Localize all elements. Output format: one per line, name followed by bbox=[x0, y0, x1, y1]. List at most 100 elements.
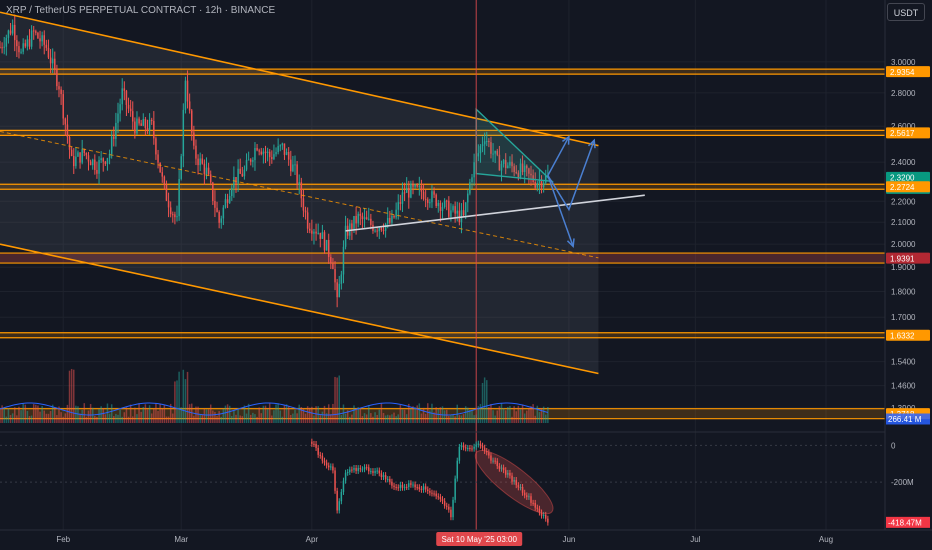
candle-body bbox=[479, 146, 482, 154]
candle-body bbox=[306, 212, 309, 229]
candle-body bbox=[79, 152, 81, 163]
candle-body bbox=[342, 246, 345, 275]
candle-body bbox=[96, 169, 98, 174]
volume-bar bbox=[125, 407, 128, 423]
volume-bar bbox=[410, 408, 412, 423]
volume-ma-label: 266.41 M bbox=[888, 415, 922, 424]
candle-body bbox=[397, 202, 399, 210]
volume-bar bbox=[89, 404, 92, 423]
volume-bar bbox=[294, 409, 296, 423]
candle-body bbox=[519, 163, 522, 178]
candle-body bbox=[528, 168, 530, 174]
volume-bar bbox=[216, 415, 218, 423]
candle-body bbox=[150, 119, 153, 122]
volume-bar bbox=[243, 405, 246, 423]
candle-body bbox=[91, 159, 94, 166]
volume-bar bbox=[334, 376, 336, 423]
candle-body bbox=[450, 210, 452, 217]
candle-body bbox=[420, 185, 423, 192]
candle-body bbox=[414, 184, 416, 187]
indicator-candle bbox=[433, 493, 435, 495]
candle-body bbox=[115, 122, 117, 139]
volume-bar bbox=[353, 405, 355, 423]
indicator-candle bbox=[532, 502, 534, 504]
candle-body bbox=[300, 182, 303, 199]
candle-body bbox=[538, 179, 541, 184]
volume-bar bbox=[290, 414, 292, 423]
volume-bar bbox=[412, 406, 414, 423]
volume-bar bbox=[262, 405, 265, 423]
volume-bar bbox=[464, 406, 467, 423]
candle-body bbox=[336, 282, 338, 298]
indicator-candle bbox=[315, 443, 317, 448]
indicator-candle bbox=[504, 470, 507, 475]
candle-body bbox=[83, 149, 86, 154]
indicator-candle bbox=[391, 481, 393, 486]
candle-body bbox=[355, 215, 357, 224]
indicator-candle bbox=[414, 484, 416, 488]
volume-bar bbox=[104, 414, 107, 423]
candle-body bbox=[441, 207, 444, 211]
candle-body bbox=[258, 150, 260, 152]
price-tick-label: 2.2000 bbox=[891, 197, 916, 206]
candle-body bbox=[469, 182, 471, 194]
price-tick-label: 2.8000 bbox=[891, 89, 916, 98]
volume-bar bbox=[201, 414, 204, 423]
candle-body bbox=[448, 200, 450, 217]
currency-button[interactable]: USDT bbox=[887, 3, 925, 21]
candle-body bbox=[319, 232, 322, 239]
candle-body bbox=[153, 121, 155, 139]
indicator-candle bbox=[412, 484, 414, 486]
indicator-candle bbox=[380, 473, 383, 477]
indicator-candle bbox=[488, 452, 490, 456]
indicator-candle bbox=[357, 468, 359, 471]
volume-bar bbox=[389, 415, 391, 423]
candle-body bbox=[39, 38, 41, 42]
volume-bar bbox=[545, 414, 547, 423]
volume-series bbox=[0, 368, 549, 423]
indicator-candle bbox=[334, 470, 336, 491]
indicator-candle bbox=[471, 448, 473, 450]
indicator-candle bbox=[515, 480, 517, 486]
indicator-candle bbox=[401, 484, 404, 488]
candle-body bbox=[504, 160, 507, 169]
indicator-candle bbox=[395, 486, 397, 488]
candle-body bbox=[35, 31, 37, 33]
volume-bar bbox=[239, 415, 241, 423]
volume-ma-badge bbox=[886, 413, 930, 425]
candle-body bbox=[9, 30, 12, 34]
volume-bar bbox=[268, 403, 271, 423]
candle-body bbox=[161, 172, 163, 177]
candle-body bbox=[146, 127, 149, 131]
indicator-candle bbox=[349, 469, 351, 473]
volume-bar bbox=[167, 416, 170, 423]
indicator-candle bbox=[460, 445, 463, 447]
candle-body bbox=[483, 141, 486, 145]
indicator-candle bbox=[479, 443, 482, 446]
projection-path bbox=[547, 139, 595, 212]
volume-bar bbox=[7, 408, 10, 423]
candle-body bbox=[370, 218, 372, 225]
volume-bar bbox=[536, 405, 539, 423]
volume-bar bbox=[271, 415, 273, 423]
candle-body bbox=[365, 217, 368, 220]
candle-body bbox=[123, 88, 126, 91]
volume-bar bbox=[397, 414, 399, 423]
candle-body bbox=[104, 161, 107, 164]
indicator-candle bbox=[403, 486, 406, 488]
indicator-candle bbox=[311, 441, 313, 444]
volume-bar bbox=[393, 412, 395, 423]
volume-bar bbox=[228, 405, 231, 423]
indicator-candle bbox=[542, 514, 545, 516]
volume-bar bbox=[136, 414, 138, 423]
volume-bar bbox=[146, 409, 149, 423]
volume-bar bbox=[66, 404, 69, 423]
volume-bar bbox=[108, 413, 111, 423]
volume-bar bbox=[24, 404, 27, 423]
volume-bar bbox=[127, 416, 130, 423]
channel-line bbox=[0, 11, 599, 147]
candle-body bbox=[526, 165, 528, 169]
projection-arrowhead bbox=[566, 238, 575, 249]
volume-bar bbox=[22, 403, 24, 423]
